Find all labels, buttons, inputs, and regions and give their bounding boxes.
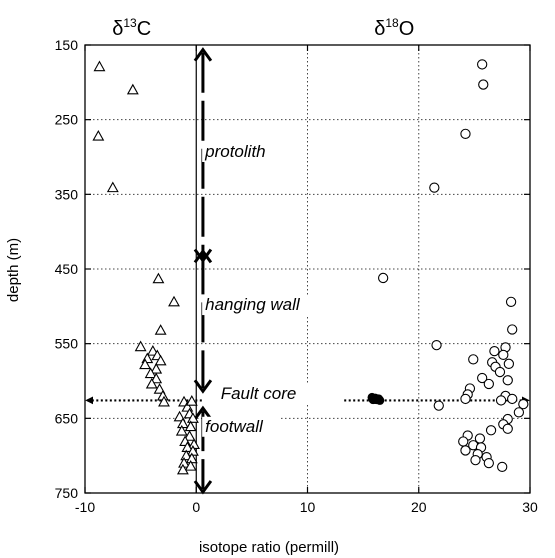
circle-point bbox=[478, 79, 489, 90]
zone-label-bg bbox=[202, 142, 288, 162]
triangle-point bbox=[173, 410, 186, 422]
grid-lines bbox=[85, 45, 530, 493]
circle-point bbox=[470, 454, 481, 466]
header-superscript: 18 bbox=[385, 16, 399, 30]
circle-point bbox=[513, 407, 525, 418]
header-element: C bbox=[137, 18, 151, 40]
triangle-point bbox=[106, 181, 119, 193]
triangle-point bbox=[153, 383, 166, 394]
filled-circle-point bbox=[375, 395, 385, 405]
y-tick-label: 250 bbox=[55, 112, 79, 128]
y-axis-title: depth (m) bbox=[5, 238, 22, 302]
circle-point bbox=[502, 375, 513, 386]
zone-arrow-head bbox=[193, 405, 213, 421]
zone-arrow-head bbox=[193, 480, 213, 495]
zone-labels: protolith hanging wall Fault core footwall bbox=[202, 142, 314, 437]
header-element: O bbox=[399, 18, 415, 40]
axes: -10 0 10 20 30 150 250 350 450 550 650 750 bbox=[55, 37, 538, 515]
triangle-point bbox=[154, 324, 167, 335]
x-tick-label: 0 bbox=[192, 499, 200, 515]
zone-arrow-head bbox=[193, 379, 213, 394]
triangle-point bbox=[183, 430, 196, 441]
y-tick-label: 350 bbox=[55, 186, 79, 202]
triangle-point bbox=[93, 60, 106, 72]
triangle-point bbox=[134, 340, 147, 352]
header-symbol: δ bbox=[374, 18, 385, 40]
triangle-point bbox=[181, 441, 194, 453]
triangle-point bbox=[184, 420, 197, 432]
triangle-point bbox=[185, 395, 198, 406]
circle-point bbox=[489, 345, 500, 357]
x-axis-title: isotope ratio (permill) bbox=[199, 539, 339, 556]
zone-label-bg bbox=[202, 295, 314, 316]
y-tick-label: 550 bbox=[55, 336, 79, 352]
y-tick-label: 150 bbox=[55, 37, 79, 53]
triangle-point bbox=[158, 395, 170, 407]
circle-point bbox=[498, 349, 509, 361]
header-superscript: 13 bbox=[123, 16, 137, 30]
x-tick-label: 10 bbox=[300, 499, 316, 515]
triangle-point bbox=[184, 459, 197, 471]
y-tick-label: 750 bbox=[55, 485, 79, 501]
data-points bbox=[92, 59, 529, 475]
circle-point bbox=[495, 395, 507, 406]
triangle-point bbox=[186, 412, 199, 423]
zone-label-bg bbox=[202, 416, 279, 437]
zone-label: Fault core bbox=[221, 384, 297, 403]
circle-point bbox=[458, 436, 469, 447]
triangle-point bbox=[126, 83, 139, 95]
circle-point bbox=[377, 272, 389, 284]
zone-label: hanging wall bbox=[205, 295, 301, 314]
triangle-point bbox=[145, 377, 158, 389]
circle-point bbox=[431, 340, 442, 351]
triangle-point bbox=[154, 354, 167, 366]
circle-point bbox=[477, 372, 488, 384]
circle-point bbox=[497, 461, 508, 473]
circle-point bbox=[505, 296, 517, 308]
triangle-point bbox=[150, 372, 163, 384]
circle-point bbox=[483, 457, 494, 469]
triangle-point bbox=[139, 358, 152, 370]
circle-point bbox=[460, 128, 471, 140]
zone-arrow-head bbox=[193, 248, 213, 264]
y-tick-label: 650 bbox=[55, 410, 79, 426]
x-tick-label: 30 bbox=[522, 499, 538, 515]
circle-point bbox=[460, 445, 471, 456]
zone-label: footwall bbox=[205, 417, 264, 436]
circle-point bbox=[518, 398, 529, 410]
triangle-point bbox=[146, 345, 159, 356]
circle-point bbox=[494, 366, 506, 378]
triangle-point bbox=[152, 272, 165, 284]
isotope-header: δ13C bbox=[112, 16, 151, 40]
zone-arrow-head bbox=[193, 47, 213, 62]
circle-point bbox=[433, 400, 444, 411]
triangle-point bbox=[180, 449, 193, 461]
header-symbol: δ bbox=[112, 18, 123, 40]
circle-point bbox=[429, 182, 440, 193]
circle-point bbox=[468, 354, 479, 365]
circle-point bbox=[502, 423, 513, 434]
isotope-header: δ18O bbox=[374, 16, 414, 40]
y-tick-label: 450 bbox=[55, 261, 79, 277]
circle-point bbox=[503, 358, 515, 369]
isotope-headers: δ13C δ18O bbox=[112, 16, 414, 40]
triangle-point bbox=[144, 367, 157, 379]
triangle-point bbox=[168, 295, 180, 307]
circle-point bbox=[485, 425, 497, 436]
triangle-point bbox=[92, 129, 105, 141]
zone-label: protolith bbox=[204, 142, 265, 161]
circle-point bbox=[507, 324, 518, 335]
circle-point bbox=[483, 378, 494, 390]
zone-label-bg bbox=[217, 383, 312, 404]
circle-point bbox=[507, 393, 518, 405]
circle-point bbox=[477, 59, 488, 70]
x-tick-label: -10 bbox=[75, 499, 95, 515]
circle-point bbox=[460, 393, 471, 405]
triangle-point bbox=[175, 424, 188, 436]
x-tick-label: 20 bbox=[411, 499, 427, 515]
triangle-point bbox=[176, 463, 189, 475]
